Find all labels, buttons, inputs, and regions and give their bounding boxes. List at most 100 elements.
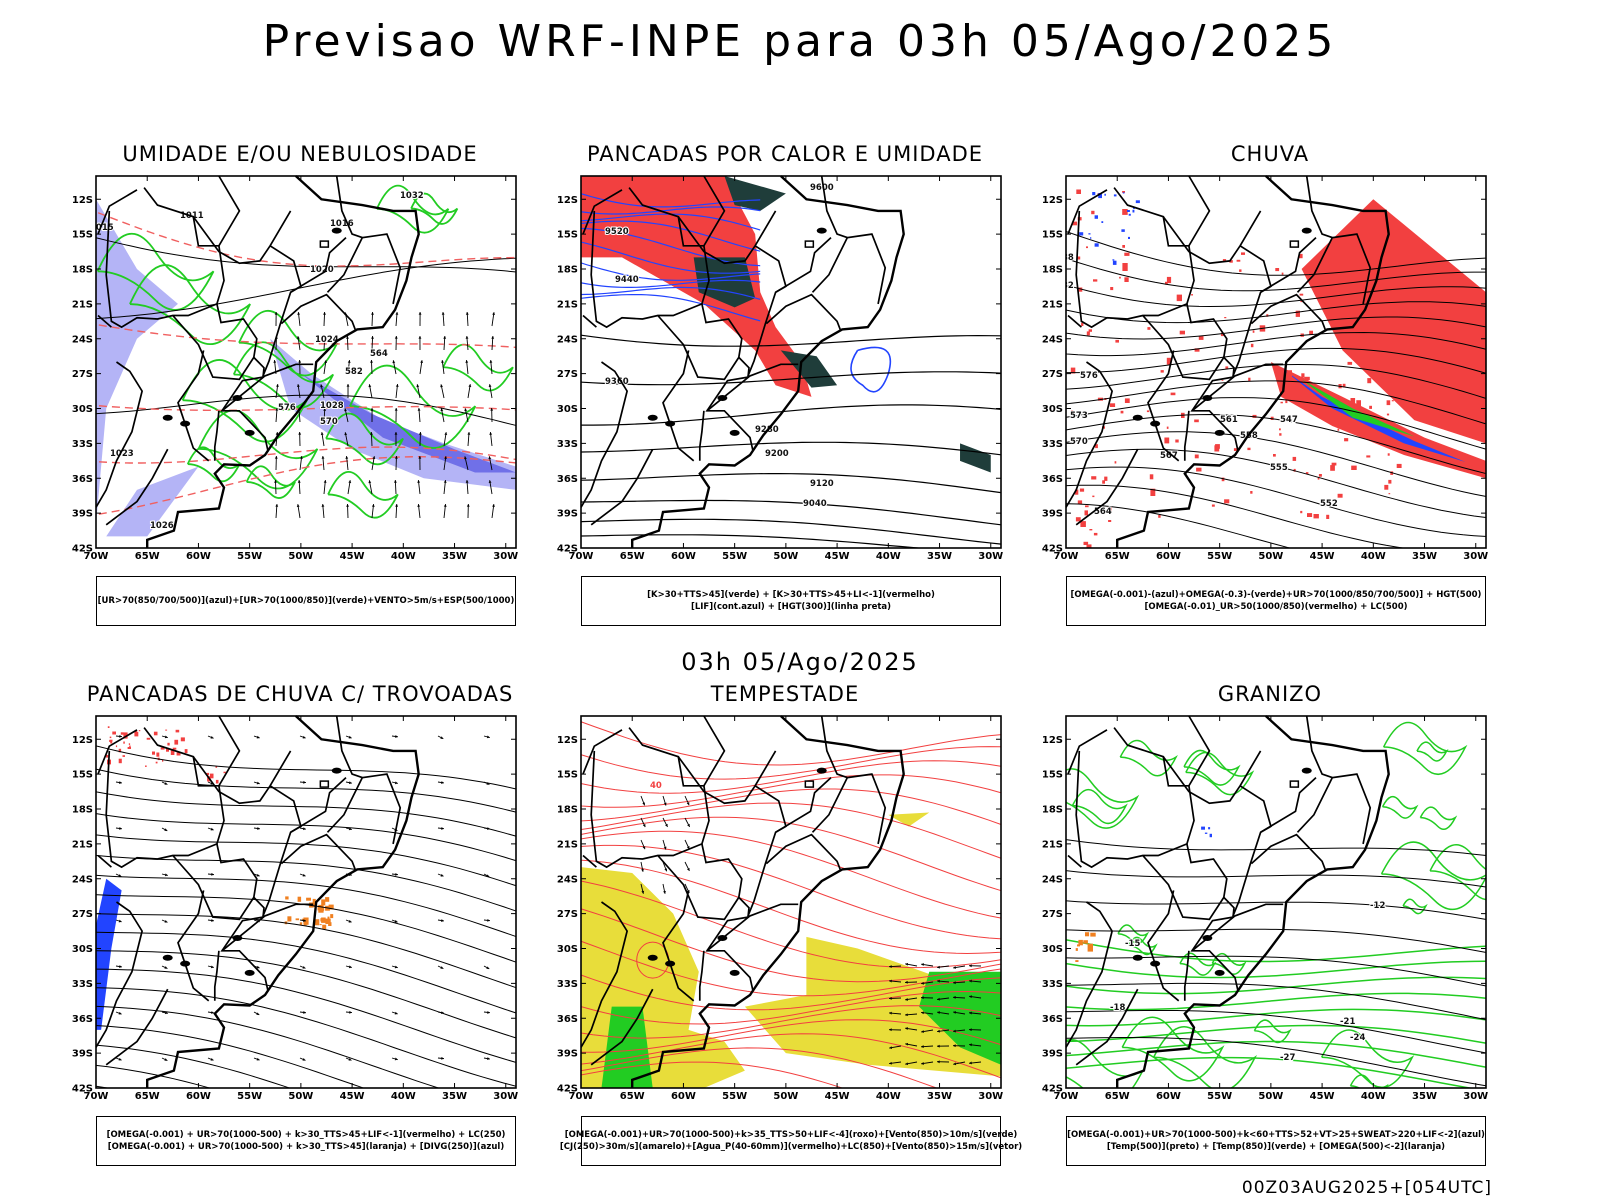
- lake-shape: [816, 227, 827, 234]
- rain-red-speckle: [1147, 327, 1151, 330]
- streamline-850: [581, 802, 1001, 859]
- lat-tick-label: 27S: [72, 909, 93, 920]
- country-border: [765, 293, 841, 330]
- instability-teal-area: [960, 443, 991, 473]
- country-border: [95, 901, 144, 1048]
- strong-wind-vector: [969, 1061, 982, 1065]
- height-contour: [1066, 230, 1486, 276]
- legend-box: [K>30+TTS>45](verde) + [K>30+TTS>45+LI<-…: [581, 576, 1001, 626]
- wind-vector: [297, 312, 301, 327]
- storm-orange-speckle: [319, 924, 322, 926]
- lon-tick-label: 30W: [978, 1091, 1003, 1102]
- temp-850-contour: [1121, 1016, 1225, 1082]
- streamline-arrow: [115, 1011, 122, 1015]
- lon-tick-label: 30W: [1463, 1091, 1488, 1102]
- lat-tick-label: 36S: [72, 1014, 93, 1025]
- country-border: [221, 903, 314, 952]
- strong-wind-vector: [921, 1061, 934, 1065]
- storm-red-speckle: [215, 766, 218, 768]
- lake-shape: [717, 935, 728, 942]
- country-border: [105, 210, 225, 329]
- isobar-line: [96, 237, 516, 273]
- rain-red-speckle: [1109, 403, 1116, 407]
- storm-red-speckle: [145, 765, 147, 767]
- lat-tick-label: 18S: [557, 265, 578, 276]
- lat-tick-label: 27S: [1042, 369, 1063, 380]
- lat-tick-label: 24S: [1042, 874, 1063, 885]
- lat-tick-label: 18S: [1042, 805, 1063, 816]
- storm-orange-speckle: [325, 918, 331, 924]
- strong-wind-vector: [889, 1061, 902, 1065]
- strong-wind-vector: [684, 795, 690, 806]
- rain-red-speckle: [1367, 378, 1372, 384]
- rain-red-speckle: [1317, 477, 1320, 480]
- coastline: [631, 715, 905, 1088]
- strong-wind-vector: [969, 979, 982, 983]
- storm-orange-speckle: [317, 906, 322, 911]
- country-border: [1075, 448, 1139, 526]
- wind-vector: [491, 312, 496, 327]
- contour-label: 9200: [765, 449, 789, 459]
- country-border: [820, 175, 848, 239]
- streamline-arrow: [437, 781, 444, 784]
- lon-tick-label: 55W: [722, 551, 747, 562]
- streamline-arrow: [299, 919, 306, 922]
- height-contour: [1066, 258, 1486, 292]
- storm-red-speckle: [184, 749, 188, 754]
- contour-label: 1028: [320, 401, 344, 411]
- lat-tick-label: 24S: [557, 874, 578, 885]
- streamline-arrow: [345, 735, 352, 739]
- height-contour: [581, 441, 1001, 456]
- streamline-850: [581, 859, 1001, 955]
- streamline: [96, 1025, 365, 1088]
- storm-orange-speckle: [312, 898, 316, 904]
- strong-wind-vector: [953, 965, 966, 969]
- divergence-blue-area: [96, 878, 122, 1030]
- contour-label: -24: [1350, 1033, 1365, 1043]
- streamline-arrow: [391, 735, 399, 738]
- wind-vector: [465, 336, 469, 351]
- strong-wind-vector: [640, 883, 645, 894]
- rain-blue-speckle: [1090, 237, 1092, 239]
- federal-district-box: [804, 780, 815, 788]
- rain-red-speckle: [1350, 398, 1356, 404]
- footer-run-stamp: 00Z03AUG2025+[054UTC]: [1241, 1178, 1492, 1198]
- lifted-index-contour: [581, 193, 761, 208]
- lake-shape: [1150, 960, 1161, 967]
- lat-tick-label: 39S: [557, 1049, 578, 1060]
- wind-vector: [275, 408, 279, 423]
- contour-label: 567: [1160, 451, 1178, 461]
- lon-tick-label: 35W: [1412, 1091, 1437, 1102]
- rain-red-speckle: [1081, 322, 1084, 326]
- streamline-arrow: [207, 919, 215, 922]
- strong-wind-vector: [640, 795, 646, 806]
- storm-red-speckle: [106, 754, 109, 758]
- country-border: [1305, 175, 1333, 239]
- temp-850-contour: [1071, 788, 1128, 825]
- strong-wind-vector: [905, 962, 918, 967]
- lake-shape: [162, 954, 173, 961]
- map-frame: [580, 715, 1002, 1089]
- storm-red-speckle: [162, 759, 164, 762]
- streamline-arrow: [483, 735, 490, 739]
- legend-line: [OMEGA(-0.001)+UR>70(1000-500)+k<60+TTS>…: [1067, 1130, 1485, 1140]
- low-humidity-contour: [232, 341, 335, 409]
- streamline-arrow: [207, 872, 215, 876]
- storm-red-speckle: [118, 758, 122, 764]
- country-border: [1113, 715, 1211, 787]
- height-contour: [1066, 413, 1486, 475]
- streamline-arrow: [437, 1056, 445, 1060]
- lon-tick-label: 60W: [1156, 551, 1181, 562]
- rain-red-speckle: [1194, 454, 1199, 459]
- rain-red-speckle: [1307, 513, 1313, 517]
- rain-red-speckle: [1309, 330, 1313, 335]
- wind-vector: [395, 312, 399, 327]
- strong-wind-vector: [937, 979, 950, 983]
- storm-orange-speckle: [311, 902, 317, 906]
- lifted-index-contour: [850, 346, 892, 393]
- low-humidity-contour: [442, 343, 514, 392]
- lon-tick-label: 40W: [876, 551, 901, 562]
- low-humidity-contour: [325, 412, 404, 466]
